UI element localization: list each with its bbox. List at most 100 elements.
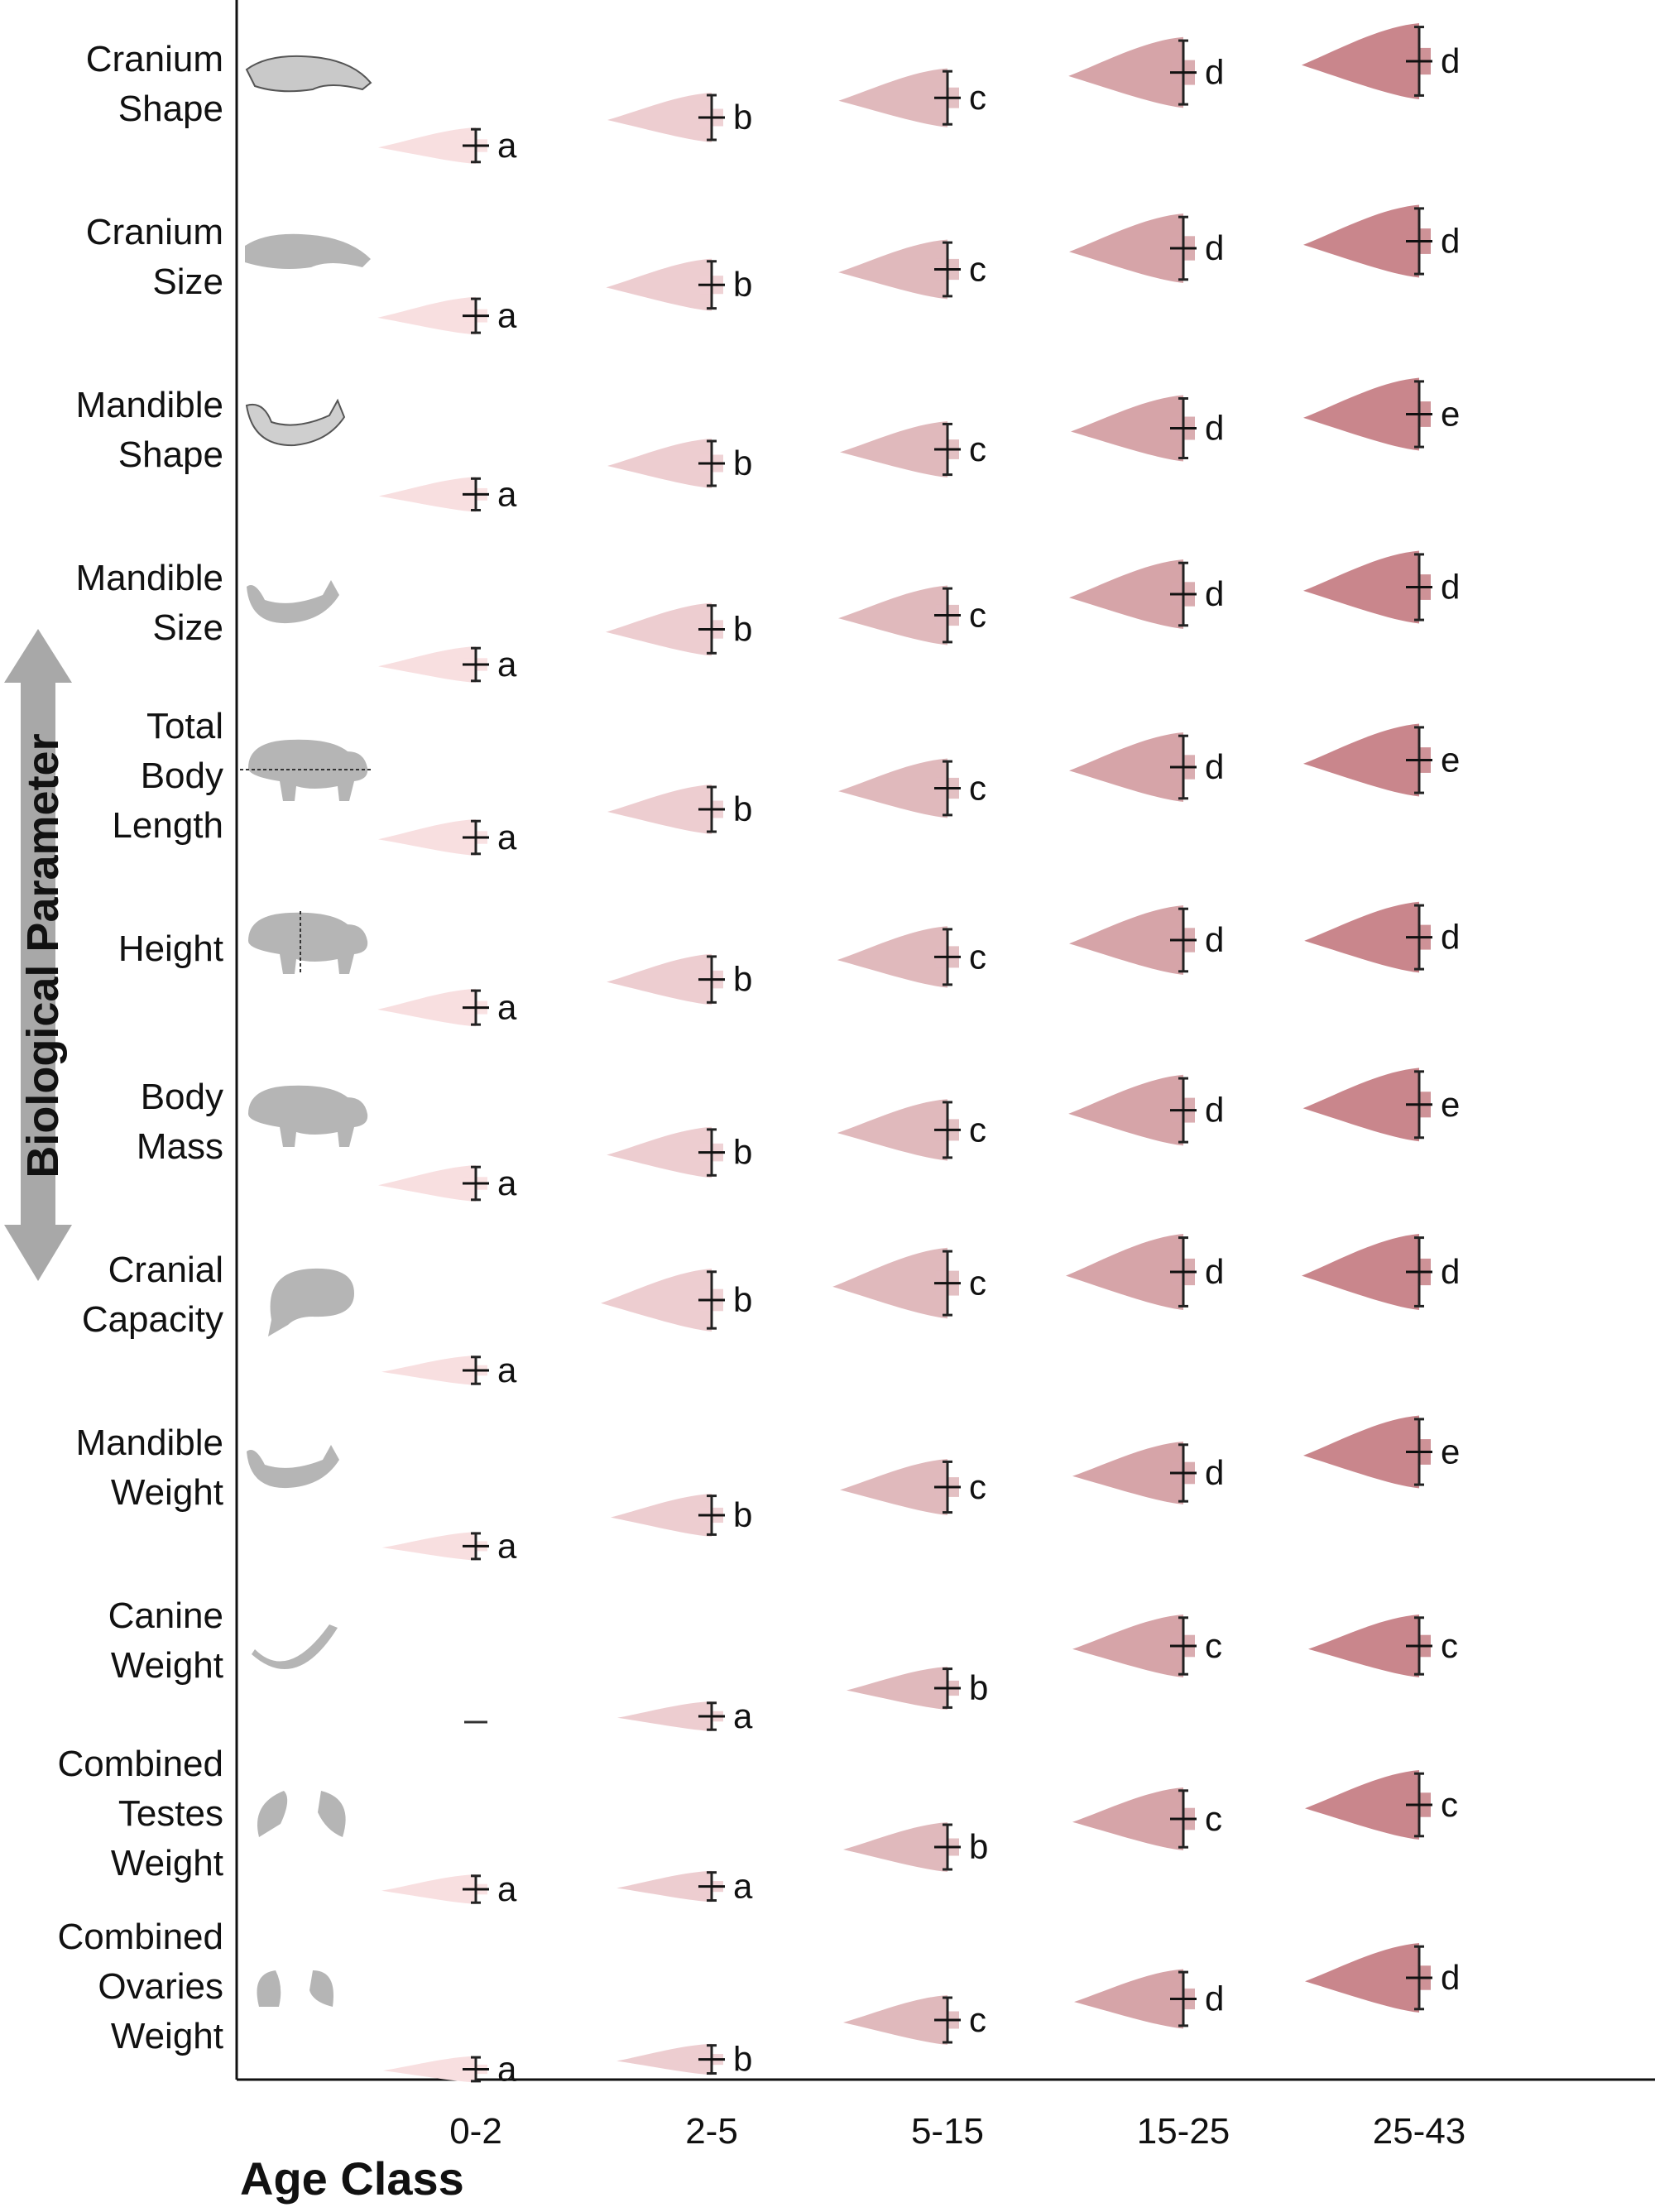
row-label: Size [152, 262, 223, 302]
significance-letter: d [1205, 409, 1224, 448]
significance-letter: d [1441, 41, 1460, 80]
significance-letter: a [497, 2050, 517, 2089]
hippo-icon [248, 1085, 368, 1147]
significance-letter: b [733, 789, 752, 828]
significance-letter: c [1205, 1799, 1222, 1838]
brain-icon [268, 1268, 354, 1336]
significance-letter: d [1205, 1091, 1224, 1130]
violin-0-2: a [381, 1351, 517, 1389]
row-label: Cranial [108, 1250, 223, 1290]
significance-letter: d [1205, 1453, 1224, 1492]
row-label: Cranium [86, 39, 223, 79]
violin-5-15: c [843, 1995, 986, 2045]
significance-letter: a [497, 1869, 517, 1908]
violin-25-43: c [1308, 1615, 1458, 1677]
ovaries-icon [257, 1970, 333, 2007]
significance-letter: b [733, 98, 752, 137]
violin-shape [616, 1870, 712, 1903]
violin-2-5: a [616, 1867, 753, 1906]
violin-shape [378, 127, 476, 164]
x-axis-title: Age Class [240, 2152, 464, 2205]
parameter-row: Height a b c d d [118, 901, 1460, 1027]
parameter-row: Mandible Shape a b c d e [75, 377, 1460, 513]
significance-letter: c [969, 78, 986, 117]
violin-15-25: d [1071, 395, 1224, 462]
violin-15-25: d [1069, 905, 1224, 975]
violin-15-25: d [1068, 36, 1224, 108]
violin-2-5: b [607, 439, 752, 488]
violin-25-43: e [1303, 723, 1460, 797]
y-axis-title: Biological Parameter [18, 733, 68, 1178]
significance-letter: c [969, 937, 986, 976]
violin-shape [838, 758, 947, 818]
violin-25-43: e [1303, 377, 1460, 451]
x-ticks-layer: 0-2 2-5 5-15 15-25 25-43 [449, 2111, 1466, 2152]
violin-0-2: a [378, 474, 517, 513]
row-label: Length [112, 805, 223, 846]
violin-0-2: a [377, 988, 517, 1027]
violin-15-25: d [1069, 559, 1224, 629]
significance-letter: b [733, 1280, 752, 1319]
violin-shape [601, 1269, 712, 1332]
violin-shape [832, 1247, 947, 1319]
violin-shape [1302, 1068, 1419, 1142]
violin-0-2: a [381, 1869, 517, 1908]
violin-5-15: c [840, 421, 986, 477]
significance-letter: a [497, 474, 517, 513]
violin-shape [843, 1995, 947, 2045]
violin-shape [1072, 1787, 1183, 1850]
significance-letter: b [733, 1133, 752, 1172]
row-label: Ovaries [98, 1966, 223, 2007]
violin-15-25: d [1068, 1074, 1224, 1146]
violin-shape [381, 1356, 476, 1385]
violin-shape [607, 785, 712, 834]
violin-shape [1305, 1770, 1419, 1840]
significance-letter: d [1205, 747, 1224, 786]
parameter-row: Cranium Shape a b c d d [86, 23, 1460, 165]
violin-shape [847, 1667, 947, 1710]
row-label: Mandible [75, 385, 223, 425]
significance-letter: a [733, 1696, 753, 1735]
violin-2-5: b [601, 1269, 752, 1332]
significance-letter: b [733, 960, 752, 999]
parameter-row: Canine Weight a b c c [108, 1595, 1458, 1735]
row-label: Canine [108, 1595, 223, 1636]
row-label: Mandible [75, 1423, 223, 1463]
significance-letter: c [969, 1467, 986, 1506]
row-label: Body [141, 756, 223, 796]
parameter-row: Mandible Size a b c d d [75, 550, 1460, 684]
violin-shape [381, 1874, 476, 1904]
significance-letter: b [733, 265, 752, 304]
violin-shape [1072, 1442, 1183, 1504]
violin-2-5: b [607, 785, 752, 834]
violin-25-43: d [1303, 204, 1460, 278]
violin-2-5: a [617, 1696, 753, 1735]
violin-shape [840, 421, 947, 477]
x-tick-label: 5-15 [911, 2111, 984, 2152]
violin-shape [381, 1532, 476, 1561]
violin-shape [1069, 214, 1183, 283]
violin-shape [607, 439, 712, 488]
violin-shape [1302, 23, 1419, 99]
violin-15-25: d [1069, 214, 1224, 283]
violin-2-5: b [606, 258, 752, 311]
canine-tooth-icon [252, 1624, 338, 1669]
significance-letter: a [733, 1867, 753, 1906]
row-label: Shape [118, 434, 223, 475]
significance-letter: d [1441, 918, 1460, 957]
parameter-row: Body Mass a b c d e [137, 1068, 1460, 1202]
row-label: Height [118, 928, 223, 969]
violin-shape [378, 477, 476, 512]
significance-letter: d [1441, 568, 1460, 607]
row-label: Mandible [75, 558, 223, 598]
significance-letter: b [733, 2040, 752, 2079]
violin-shape [1071, 395, 1183, 462]
row-label: Body [141, 1077, 223, 1117]
violin-0-2: a [378, 1164, 517, 1202]
violin-shape [1303, 550, 1419, 624]
significance-letter: a [497, 1351, 517, 1389]
parameter-row: Total Body Length a b c d e [112, 706, 1460, 856]
violin-shape [1304, 901, 1419, 973]
violin-shape [1303, 1415, 1419, 1489]
x-tick-label: 15-25 [1137, 2111, 1230, 2152]
